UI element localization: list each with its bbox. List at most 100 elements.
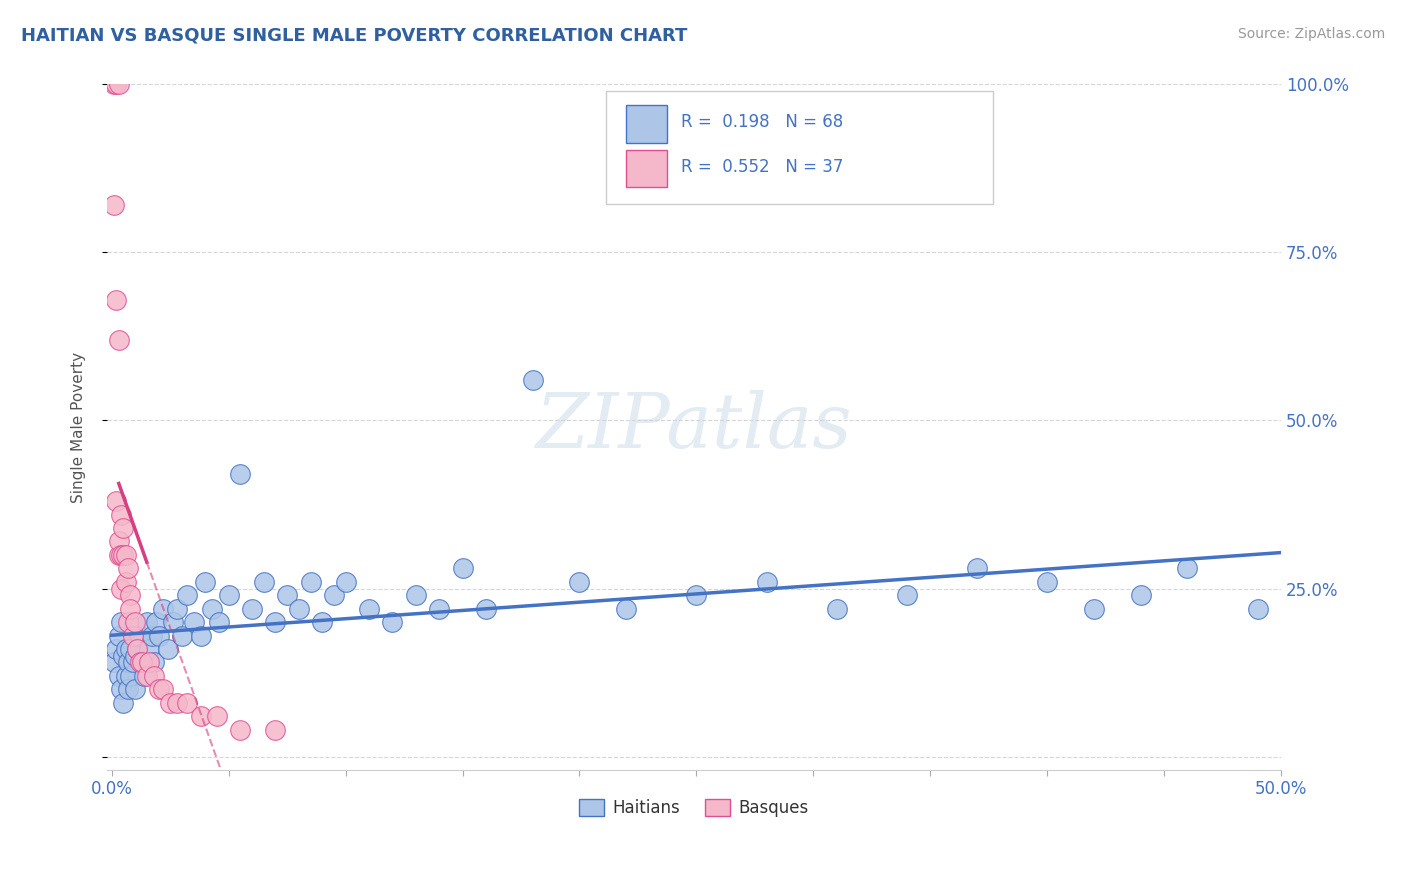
Point bbox=[264, 615, 287, 629]
Point bbox=[105, 494, 128, 508]
Point bbox=[156, 642, 179, 657]
Point bbox=[322, 588, 344, 602]
Point bbox=[966, 561, 988, 575]
Point bbox=[107, 534, 129, 549]
Point bbox=[103, 78, 125, 92]
Point bbox=[475, 601, 498, 615]
Point bbox=[1246, 601, 1268, 615]
FancyBboxPatch shape bbox=[626, 105, 666, 143]
Point bbox=[159, 696, 181, 710]
Point bbox=[205, 709, 228, 723]
Point bbox=[145, 615, 167, 629]
Point bbox=[176, 588, 198, 602]
Point bbox=[120, 669, 142, 683]
FancyBboxPatch shape bbox=[606, 91, 994, 204]
Point bbox=[170, 629, 193, 643]
Point bbox=[141, 629, 163, 643]
Point bbox=[110, 548, 132, 562]
Point bbox=[240, 601, 263, 615]
Point bbox=[614, 601, 637, 615]
Point bbox=[264, 723, 287, 737]
Point bbox=[522, 373, 544, 387]
Text: HAITIAN VS BASQUE SINGLE MALE POVERTY CORRELATION CHART: HAITIAN VS BASQUE SINGLE MALE POVERTY CO… bbox=[21, 27, 688, 45]
Point bbox=[114, 669, 136, 683]
Point bbox=[176, 696, 198, 710]
Point bbox=[568, 574, 591, 589]
Point bbox=[121, 656, 143, 670]
Point bbox=[110, 508, 132, 522]
Point bbox=[110, 682, 132, 697]
Point bbox=[194, 574, 217, 589]
Point bbox=[276, 588, 298, 602]
Point bbox=[112, 521, 135, 535]
Text: ZIPatlas: ZIPatlas bbox=[536, 390, 852, 464]
Point bbox=[288, 601, 311, 615]
Text: R =  0.552   N = 37: R = 0.552 N = 37 bbox=[681, 158, 844, 176]
Point bbox=[218, 588, 240, 602]
Text: R =  0.198   N = 68: R = 0.198 N = 68 bbox=[681, 113, 844, 131]
Point bbox=[110, 582, 132, 596]
Point bbox=[152, 682, 174, 697]
Point bbox=[110, 615, 132, 629]
Point bbox=[120, 601, 142, 615]
Point bbox=[120, 588, 142, 602]
Point bbox=[114, 574, 136, 589]
Point bbox=[253, 574, 276, 589]
Point bbox=[1083, 601, 1105, 615]
Point bbox=[148, 629, 170, 643]
Point bbox=[162, 615, 184, 629]
Point bbox=[183, 615, 205, 629]
Point bbox=[135, 669, 157, 683]
Point bbox=[117, 682, 139, 697]
Legend: Haitians, Basques: Haitians, Basques bbox=[572, 792, 815, 823]
Point bbox=[335, 574, 357, 589]
Point bbox=[451, 561, 474, 575]
Point bbox=[107, 333, 129, 347]
Point bbox=[357, 601, 380, 615]
Point bbox=[427, 601, 450, 615]
Point bbox=[117, 656, 139, 670]
Point bbox=[107, 629, 129, 643]
Point bbox=[131, 656, 153, 670]
Point bbox=[142, 669, 165, 683]
Point bbox=[142, 656, 165, 670]
Point bbox=[148, 682, 170, 697]
Point bbox=[299, 574, 322, 589]
Point bbox=[114, 642, 136, 657]
Point bbox=[103, 198, 125, 212]
Point bbox=[1177, 561, 1199, 575]
Point bbox=[201, 601, 224, 615]
Point bbox=[208, 615, 231, 629]
Point bbox=[124, 648, 146, 663]
Point bbox=[128, 629, 150, 643]
Point bbox=[112, 696, 135, 710]
Point bbox=[1036, 574, 1059, 589]
Point bbox=[120, 642, 142, 657]
FancyBboxPatch shape bbox=[626, 150, 666, 187]
Point bbox=[105, 293, 128, 307]
Point bbox=[127, 642, 149, 657]
Point bbox=[135, 615, 157, 629]
Point bbox=[128, 656, 150, 670]
Point bbox=[131, 656, 153, 670]
Point bbox=[112, 548, 135, 562]
Point bbox=[107, 669, 129, 683]
Point bbox=[152, 601, 174, 615]
Point bbox=[166, 601, 188, 615]
Point bbox=[755, 574, 778, 589]
Point bbox=[229, 723, 252, 737]
Point bbox=[405, 588, 427, 602]
Point bbox=[112, 648, 135, 663]
Point bbox=[127, 642, 149, 657]
Point bbox=[134, 669, 156, 683]
Point bbox=[896, 588, 918, 602]
Point bbox=[138, 656, 160, 670]
Text: Source: ZipAtlas.com: Source: ZipAtlas.com bbox=[1237, 27, 1385, 41]
Point bbox=[114, 548, 136, 562]
Point bbox=[381, 615, 404, 629]
Point bbox=[166, 696, 188, 710]
Point bbox=[311, 615, 333, 629]
Point bbox=[105, 642, 128, 657]
Y-axis label: Single Male Poverty: Single Male Poverty bbox=[72, 351, 86, 503]
Point bbox=[1129, 588, 1152, 602]
